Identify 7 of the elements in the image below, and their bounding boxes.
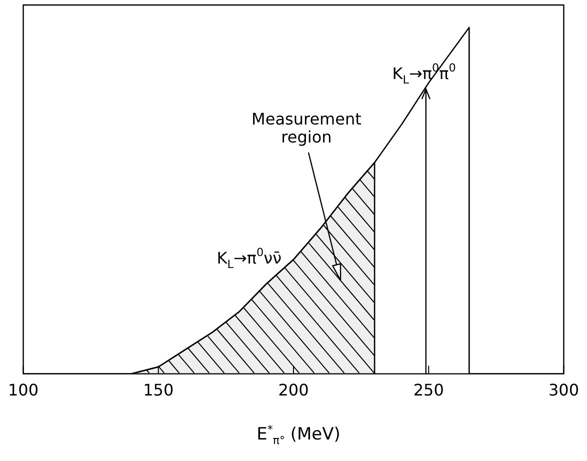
annotation: Measurement region xyxy=(252,109,362,146)
x-tick-label: 200 xyxy=(278,380,309,400)
x-tick-label: 300 xyxy=(548,380,580,400)
x-axis-title: E$^{*}$$_{π°}$ (MeV) xyxy=(256,423,342,448)
x-tick-label: 100 xyxy=(8,380,39,400)
x-tick-label: 250 xyxy=(413,380,444,400)
x-tick-label: 150 xyxy=(143,380,174,400)
